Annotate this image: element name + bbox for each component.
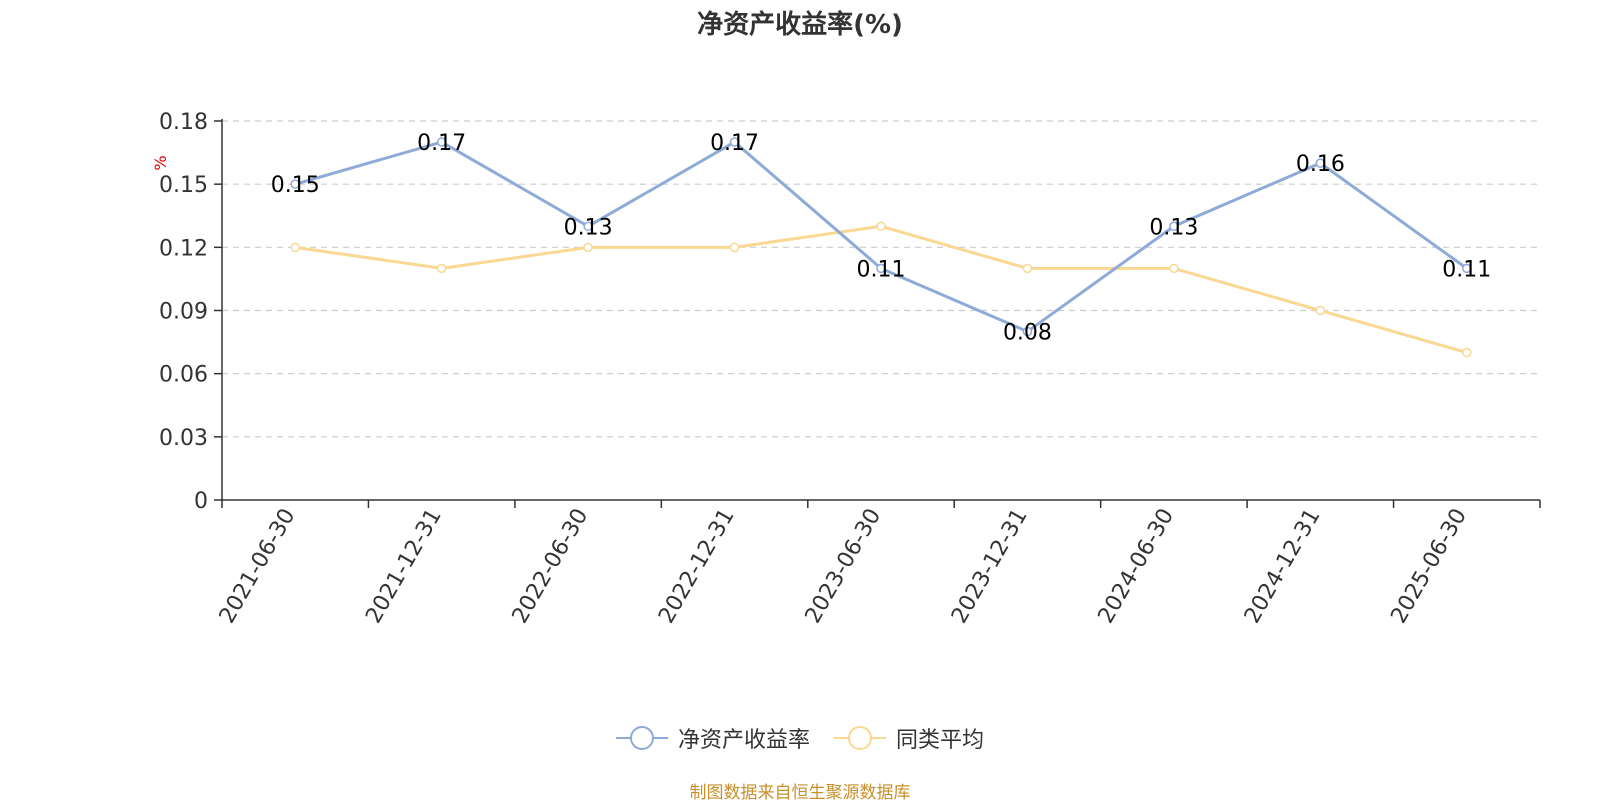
y-axis-unit-label: %: [151, 155, 170, 170]
data-point-series-1[interactable]: [1169, 221, 1179, 232]
data-labels: 0.15 0.17 0.13 0.17 0.11 0.08 0.13 0.16 0.11: [271, 131, 1492, 345]
data-point-series-1[interactable]: [290, 179, 300, 189]
y-tick-label: 0.09: [159, 300, 208, 325]
axes: 0 0.03 0.06 0.09 0.12 0.15 0.18% 2021-06-30 2021…: [151, 110, 1541, 628]
source-note: 制图数据来自恒生聚源数据库: [689, 783, 911, 803]
x-tick-label: 2023-12-31: [947, 505, 1033, 628]
y-tick-label: 0.03: [159, 426, 208, 451]
data-label: 0.11: [1442, 257, 1491, 282]
y-tick-label: 0.12: [159, 236, 208, 261]
data-label: 0.11: [857, 257, 906, 282]
data-point-series-2[interactable]: [1022, 263, 1033, 274]
x-tick-label: 2025-06-30: [1386, 505, 1472, 628]
x-tick-label: 2021-12-31: [361, 504, 447, 627]
data-point-series-2[interactable]: [290, 242, 300, 253]
data-point-series-2[interactable]: [729, 242, 740, 253]
y-tick-label: 0: [194, 489, 208, 514]
data-label: 0.17: [417, 131, 466, 156]
data-label: 0.13: [564, 215, 613, 240]
data-label: 0.17: [710, 131, 759, 156]
data-point-series-1[interactable]: [1462, 263, 1472, 274]
x-tick-label: 2023-06-30: [801, 505, 887, 628]
data-point-series-1[interactable]: [436, 137, 447, 147]
data-label: 0.15: [271, 173, 320, 198]
data-point-series-1[interactable]: [1022, 326, 1033, 337]
legend-line-circle-icon: [615, 726, 668, 750]
x-tick-label: 2024-12-31: [1240, 505, 1326, 628]
y-tick-label: 0.18: [159, 110, 208, 135]
legend-label-series-2: 同类平均: [896, 728, 985, 753]
legend-item-series-1[interactable]: 净资产收益率: [615, 722, 810, 754]
legend-label-series-1: 净资产收益率: [677, 728, 810, 753]
x-tick-label: 2021-06-30: [215, 505, 301, 628]
legend-line-circle-icon: [834, 726, 886, 750]
data-point-series-2[interactable]: [1169, 263, 1179, 274]
data-point-series-1[interactable]: [583, 221, 593, 232]
data-label: 0.13: [1149, 215, 1198, 240]
x-tick-label: 2024-06-30: [1094, 505, 1180, 628]
y-tick-label: 0.15: [159, 173, 208, 198]
data-point-series-2[interactable]: [876, 221, 886, 232]
legend: 净资产收益率 同类平均: [0, 722, 1600, 754]
legend-item-series-2[interactable]: 同类平均: [834, 722, 984, 754]
data-label: 0.08: [1003, 321, 1052, 346]
series-line-2: [295, 224, 1468, 355]
data-label: 0.16: [1296, 152, 1345, 177]
y-tick-label: 0.06: [159, 363, 208, 388]
data-point-series-2[interactable]: [436, 263, 447, 274]
chart-title: 净资产收益率(%): [697, 10, 903, 40]
x-tick-label: 2022-12-31: [654, 505, 740, 628]
data-point-series-2[interactable]: [1462, 347, 1472, 358]
data-point-series-1[interactable]: [729, 137, 740, 147]
x-tick-label: 2022-06-30: [508, 505, 594, 628]
series-lines: [290, 137, 1472, 358]
data-point-series-1[interactable]: [876, 263, 886, 274]
data-point-series-2[interactable]: [583, 242, 593, 253]
data-point-series-2[interactable]: [1315, 305, 1326, 316]
data-point-series-1[interactable]: [1315, 158, 1326, 168]
